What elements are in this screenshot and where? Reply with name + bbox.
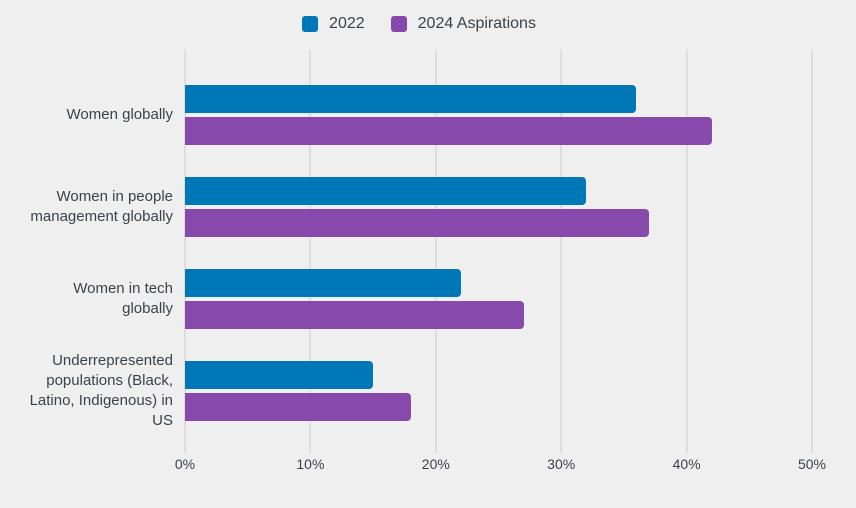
x-tick-label: 50% [797,456,827,472]
gridline [685,50,688,453]
bar-2022 [185,269,461,297]
category-label-text: Underrepresented populations (Black, Lat… [29,352,173,429]
category-label: Underrepresented populations (Black, Lat… [0,352,173,428]
gridline [560,50,563,453]
bar-group-women-in-people-management-globally [185,177,812,237]
gridline [811,50,813,453]
bar-2022 [185,177,587,205]
gridline [309,50,312,453]
bar-2022 [185,85,637,113]
legend-label: 2024 Aspirations [417,15,536,32]
bar-2024-aspirations [185,117,712,145]
legend-swatch-icon [390,16,407,32]
category-labels: Women globally Women in people management… [0,50,173,453]
category-label-text: Women globally [66,106,173,124]
legend-swatch-icon [302,16,319,32]
x-tick-label: 40% [672,456,701,472]
bar-group-women-in-tech-globally [185,269,812,329]
bar-group-women-globally [185,85,812,145]
legend-label: 2022 [329,15,365,32]
x-tick-label: 10% [296,456,325,472]
bar-2024-aspirations [185,393,411,421]
gridline [184,50,186,453]
x-axis: 0% 10% 20% 30% 40% 50% [175,456,826,474]
bar-groups [185,50,812,453]
x-tick-label: 0% [174,456,196,472]
bar-group-underrepresented-populations-black-latino-indigenous-in-us [185,361,812,421]
x-tick-label: 30% [547,456,576,472]
category-label: Women in people management globally [0,177,173,237]
category-label-text: Women in people management globally [30,188,173,225]
x-tick-label: 20% [421,456,450,472]
gridlines [184,50,813,453]
category-label-text: Women in tech globally [73,280,173,317]
bar-2022 [185,361,374,389]
legend-item-2024-aspirations: 2024 Aspirations [390,15,536,33]
plot-area [184,50,813,453]
category-label: Women in tech globally [0,269,173,329]
legend-item-2022: 2022 [302,15,365,33]
category-label: Women globally [0,85,173,145]
gridline [434,50,437,453]
legend: 2022 2024 Aspirations [0,12,856,36]
bar-2024-aspirations [185,301,524,329]
bar-2024-aspirations [185,209,649,237]
